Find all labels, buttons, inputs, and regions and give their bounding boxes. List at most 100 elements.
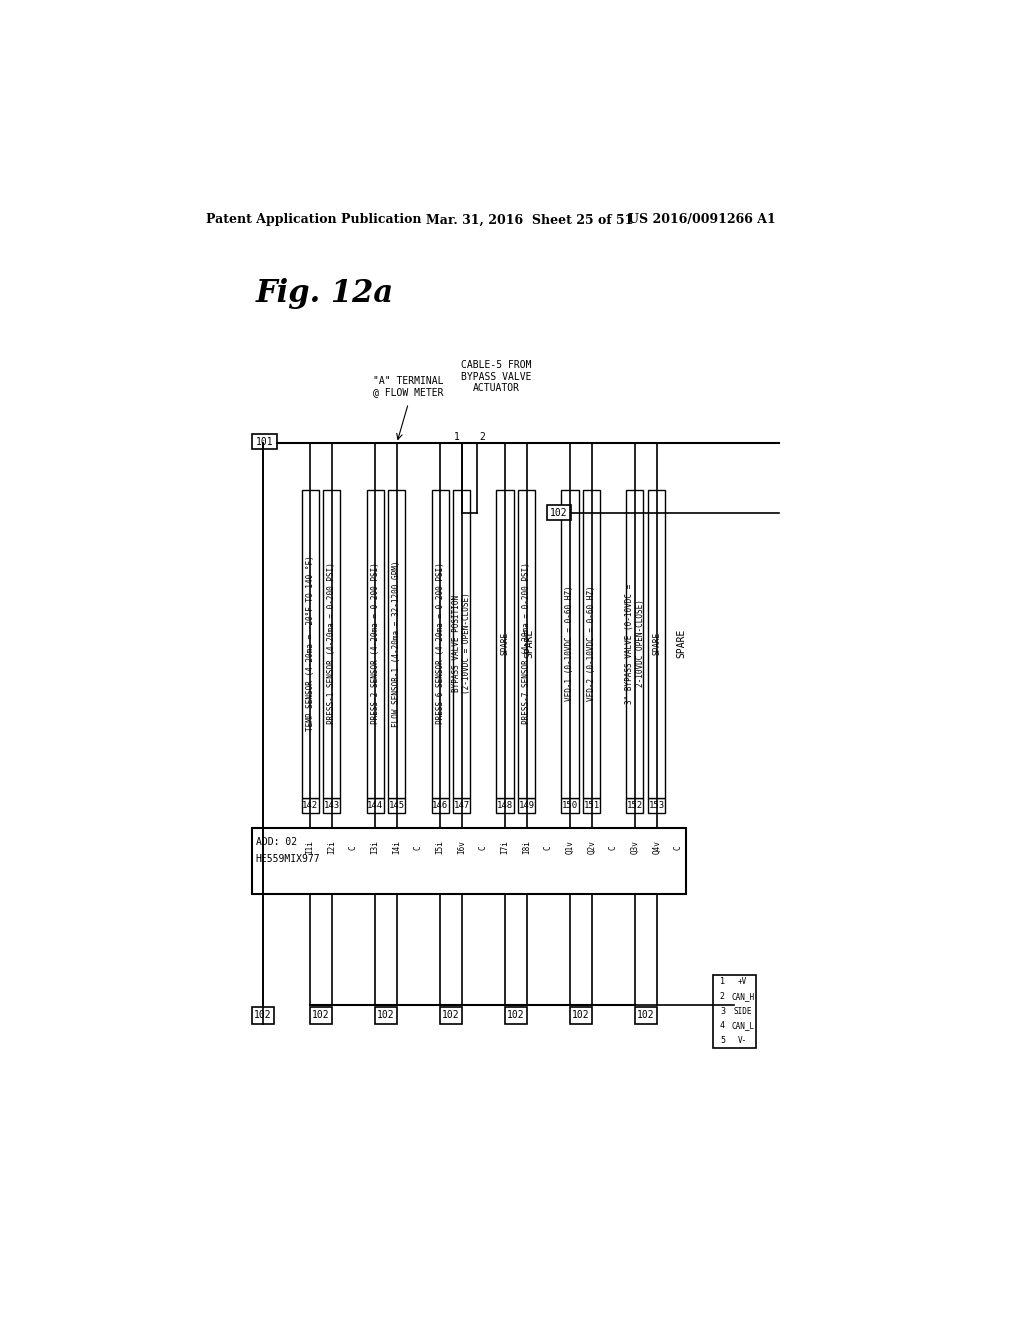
Text: 153: 153 bbox=[648, 801, 665, 809]
Text: 2: 2 bbox=[720, 993, 725, 1001]
Text: 144: 144 bbox=[367, 801, 383, 809]
Bar bbox=[648, 490, 666, 797]
Text: SPARE: SPARE bbox=[524, 628, 535, 659]
Text: 151: 151 bbox=[584, 801, 600, 809]
Text: 102: 102 bbox=[312, 1010, 330, 1020]
Text: PRESS-7 SENSOR (4-20ma = 0-200 PSI): PRESS-7 SENSOR (4-20ma = 0-200 PSI) bbox=[522, 562, 531, 725]
Text: 101: 101 bbox=[256, 437, 273, 446]
Text: +V: +V bbox=[738, 977, 748, 986]
Text: C: C bbox=[414, 845, 423, 850]
Bar bbox=[302, 490, 318, 797]
Bar bbox=[627, 490, 643, 797]
Text: 3: 3 bbox=[720, 1007, 725, 1015]
Text: 3" BYPASS VALVE (0-10VDC =
2-10VDC OPEN-CLOSE): 3" BYPASS VALVE (0-10VDC = 2-10VDC OPEN-… bbox=[626, 583, 645, 704]
Bar bbox=[497, 490, 514, 797]
Text: 102: 102 bbox=[507, 1010, 524, 1020]
Text: FLOW SENSOR-1 (4-20ma = 32-1200 GPM): FLOW SENSOR-1 (4-20ma = 32-1200 GPM) bbox=[392, 560, 401, 727]
Text: 146: 146 bbox=[432, 801, 449, 809]
Text: HE559MIX977: HE559MIX977 bbox=[256, 854, 321, 865]
Text: Mar. 31, 2016  Sheet 25 of 51: Mar. 31, 2016 Sheet 25 of 51 bbox=[426, 214, 634, 227]
Text: 102: 102 bbox=[377, 1010, 394, 1020]
Text: 2: 2 bbox=[479, 432, 485, 442]
Bar bbox=[252, 434, 276, 449]
Bar bbox=[367, 490, 384, 797]
Text: C: C bbox=[479, 845, 487, 850]
Text: Fig. 12a: Fig. 12a bbox=[256, 277, 394, 309]
Bar bbox=[583, 797, 600, 813]
Text: 102: 102 bbox=[637, 1010, 654, 1020]
Text: 102: 102 bbox=[550, 508, 567, 517]
Text: SPARE: SPARE bbox=[652, 632, 662, 655]
Text: BYPASS VALVE POSITION
(2-10VDC = OPEN-CLOSE): BYPASS VALVE POSITION (2-10VDC = OPEN-CL… bbox=[452, 593, 471, 694]
Bar bbox=[431, 797, 449, 813]
Text: 4: 4 bbox=[720, 1022, 725, 1031]
Text: C: C bbox=[349, 845, 358, 850]
Text: US 2016/0091266 A1: US 2016/0091266 A1 bbox=[628, 214, 775, 227]
Text: I3i: I3i bbox=[371, 841, 380, 854]
Text: 150: 150 bbox=[562, 801, 578, 809]
Bar bbox=[310, 1007, 332, 1024]
Bar bbox=[375, 1007, 396, 1024]
Bar bbox=[440, 1007, 462, 1024]
Bar bbox=[505, 1007, 526, 1024]
Text: I2i: I2i bbox=[328, 841, 336, 854]
Bar bbox=[713, 974, 756, 1048]
Bar bbox=[627, 797, 643, 813]
Text: C: C bbox=[544, 845, 553, 850]
Text: ADD: 02: ADD: 02 bbox=[256, 837, 297, 847]
Text: 5: 5 bbox=[720, 1036, 725, 1045]
Bar bbox=[252, 1007, 273, 1024]
Bar bbox=[547, 506, 571, 520]
Bar bbox=[518, 490, 536, 797]
Text: 142: 142 bbox=[302, 801, 318, 809]
Text: 102: 102 bbox=[442, 1010, 460, 1020]
Text: 149: 149 bbox=[518, 801, 535, 809]
Bar bbox=[454, 797, 470, 813]
Text: PRESS-2 SENSOR (4-20ma = 0-200 PSI): PRESS-2 SENSOR (4-20ma = 0-200 PSI) bbox=[371, 562, 380, 725]
Text: Q2v: Q2v bbox=[587, 841, 596, 854]
Text: I4i: I4i bbox=[392, 841, 401, 854]
Text: Q1v: Q1v bbox=[565, 841, 574, 854]
Text: 147: 147 bbox=[454, 801, 470, 809]
Text: I6v: I6v bbox=[457, 841, 466, 854]
Bar bbox=[431, 490, 449, 797]
Bar bbox=[388, 490, 406, 797]
Bar bbox=[324, 797, 340, 813]
Text: Patent Application Publication: Patent Application Publication bbox=[206, 214, 421, 227]
Text: SIDE: SIDE bbox=[733, 1007, 752, 1015]
Text: Q3v: Q3v bbox=[631, 841, 639, 854]
Text: I5i: I5i bbox=[435, 841, 444, 854]
Text: PRESS-6 SENSOR (4-20ma = 0-200 PSI): PRESS-6 SENSOR (4-20ma = 0-200 PSI) bbox=[435, 562, 444, 725]
Text: VFD-1 (0-10VDC = 0-60 HZ): VFD-1 (0-10VDC = 0-60 HZ) bbox=[565, 586, 574, 701]
Text: VFD-2 (0-10VDC = 0-60 HZ): VFD-2 (0-10VDC = 0-60 HZ) bbox=[587, 586, 596, 701]
Text: TEMP SENSOR (4-20ma = -20°F TO 140 °F): TEMP SENSOR (4-20ma = -20°F TO 140 °F) bbox=[305, 556, 314, 731]
Text: SPARE: SPARE bbox=[501, 632, 510, 655]
Bar bbox=[561, 797, 579, 813]
Text: "A" TERMINAL
@ FLOW METER: "A" TERMINAL @ FLOW METER bbox=[373, 375, 443, 397]
Text: C: C bbox=[609, 845, 617, 850]
Bar bbox=[252, 829, 686, 894]
Text: 1: 1 bbox=[454, 432, 460, 442]
Bar bbox=[497, 797, 514, 813]
Bar bbox=[583, 490, 600, 797]
Text: 148: 148 bbox=[497, 801, 513, 809]
Bar bbox=[561, 490, 579, 797]
Bar bbox=[635, 1007, 656, 1024]
Text: 143: 143 bbox=[324, 801, 340, 809]
Bar bbox=[367, 797, 384, 813]
Bar bbox=[648, 797, 666, 813]
Text: SPARE: SPARE bbox=[676, 628, 686, 659]
Bar bbox=[454, 490, 470, 797]
Text: 102: 102 bbox=[572, 1010, 590, 1020]
Text: 145: 145 bbox=[389, 801, 404, 809]
Text: I1i: I1i bbox=[305, 841, 314, 854]
Text: 102: 102 bbox=[254, 1010, 271, 1020]
Text: 1: 1 bbox=[720, 977, 725, 986]
Text: PRESS-1 SENSOR (4-20ma = 0-200 PSI): PRESS-1 SENSOR (4-20ma = 0-200 PSI) bbox=[328, 562, 336, 725]
Text: I7i: I7i bbox=[501, 841, 510, 854]
Bar bbox=[388, 797, 406, 813]
Text: I8i: I8i bbox=[522, 841, 531, 854]
Text: V-: V- bbox=[738, 1036, 748, 1045]
Text: CAN_H: CAN_H bbox=[731, 993, 754, 1001]
Bar bbox=[518, 797, 536, 813]
